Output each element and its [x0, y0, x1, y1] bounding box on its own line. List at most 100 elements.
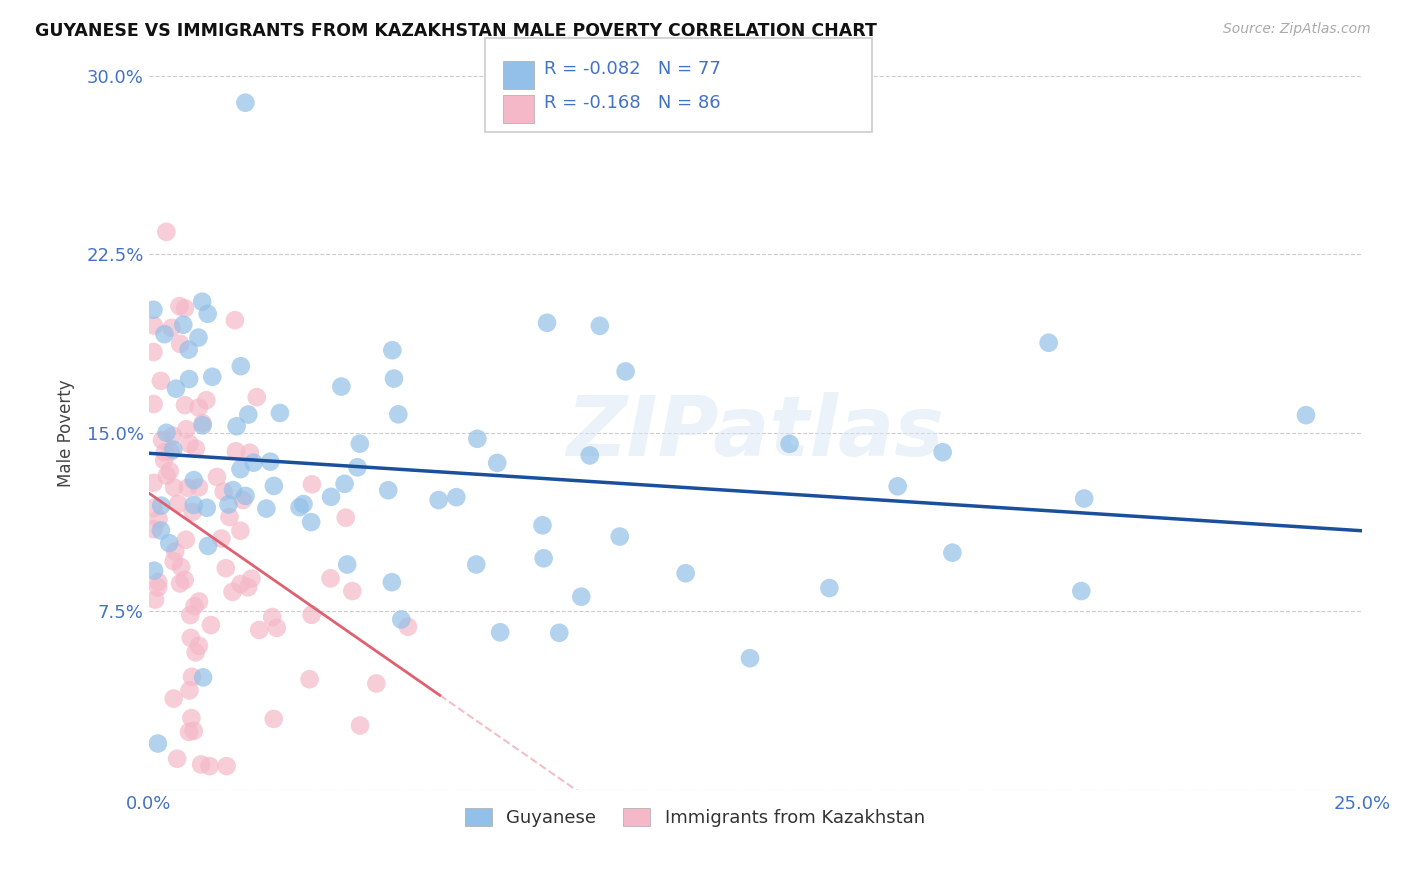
- Point: [201, 369, 224, 384]
- Point: [165, 382, 187, 396]
- Point: [191, 670, 214, 684]
- Point: [381, 343, 404, 358]
- Point: [146, 737, 169, 751]
- Point: [263, 479, 285, 493]
- Point: [155, 425, 177, 440]
- Point: [225, 444, 247, 458]
- Point: [218, 510, 240, 524]
- Point: [349, 718, 371, 732]
- Point: [589, 318, 612, 333]
- Point: [346, 460, 368, 475]
- Point: [198, 759, 221, 773]
- Point: [150, 433, 173, 447]
- Point: [159, 445, 181, 459]
- Point: [157, 536, 180, 550]
- Point: [1073, 491, 1095, 506]
- Point: [221, 584, 243, 599]
- Point: [486, 456, 509, 470]
- Point: [342, 584, 364, 599]
- Point: [153, 445, 176, 459]
- Point: [235, 95, 257, 110]
- Point: [179, 436, 201, 450]
- Point: [247, 623, 270, 637]
- Point: [153, 453, 176, 467]
- Point: [299, 515, 322, 529]
- Legend: Guyanese, Immigrants from Kazakhstan: Guyanese, Immigrants from Kazakhstan: [457, 801, 932, 835]
- Point: [172, 318, 194, 332]
- Point: [177, 372, 200, 386]
- Point: [146, 581, 169, 595]
- Point: [183, 599, 205, 614]
- Point: [179, 608, 201, 623]
- Point: [180, 631, 202, 645]
- Point: [246, 390, 269, 404]
- Point: [259, 455, 281, 469]
- Point: [254, 501, 277, 516]
- Point: [578, 449, 600, 463]
- Point: [609, 529, 631, 543]
- Point: [240, 572, 263, 586]
- Point: [1038, 335, 1060, 350]
- Point: [941, 546, 963, 560]
- Point: [184, 645, 207, 659]
- Point: [187, 401, 209, 415]
- Point: [191, 416, 214, 430]
- Point: [675, 566, 697, 581]
- Y-axis label: Male Poverty: Male Poverty: [58, 379, 75, 486]
- Point: [166, 752, 188, 766]
- Point: [533, 551, 555, 566]
- Point: [169, 576, 191, 591]
- Point: [292, 497, 315, 511]
- Point: [301, 607, 323, 622]
- Point: [333, 476, 356, 491]
- Point: [614, 364, 637, 378]
- Point: [174, 533, 197, 547]
- Point: [195, 393, 218, 408]
- Point: [288, 500, 311, 515]
- Point: [142, 475, 165, 490]
- Point: [187, 330, 209, 344]
- Point: [197, 307, 219, 321]
- Point: [335, 510, 357, 524]
- Point: [143, 564, 166, 578]
- Point: [225, 419, 247, 434]
- Point: [191, 418, 214, 433]
- Point: [176, 422, 198, 436]
- Point: [191, 294, 214, 309]
- Point: [569, 590, 592, 604]
- Point: [162, 428, 184, 442]
- Point: [177, 725, 200, 739]
- Point: [181, 505, 204, 519]
- Point: [153, 327, 176, 342]
- Point: [205, 470, 228, 484]
- Point: [336, 558, 359, 572]
- Point: [142, 397, 165, 411]
- Point: [349, 436, 371, 450]
- Point: [224, 313, 246, 327]
- Point: [187, 480, 209, 494]
- Text: Source: ZipAtlas.com: Source: ZipAtlas.com: [1223, 22, 1371, 37]
- Point: [215, 759, 238, 773]
- Point: [301, 477, 323, 491]
- Point: [446, 490, 468, 504]
- Point: [319, 571, 342, 585]
- Point: [396, 620, 419, 634]
- Point: [298, 672, 321, 686]
- Point: [235, 489, 257, 503]
- Point: [238, 408, 260, 422]
- Point: [187, 639, 209, 653]
- Point: [148, 574, 170, 589]
- Point: [160, 321, 183, 335]
- Point: [229, 462, 252, 476]
- Point: [389, 612, 412, 626]
- Point: [931, 445, 953, 459]
- Point: [177, 343, 200, 357]
- Point: [212, 484, 235, 499]
- Point: [167, 497, 190, 511]
- Point: [738, 651, 761, 665]
- Point: [162, 691, 184, 706]
- Point: [150, 499, 173, 513]
- Point: [229, 359, 252, 374]
- Point: [149, 374, 172, 388]
- Point: [149, 524, 172, 538]
